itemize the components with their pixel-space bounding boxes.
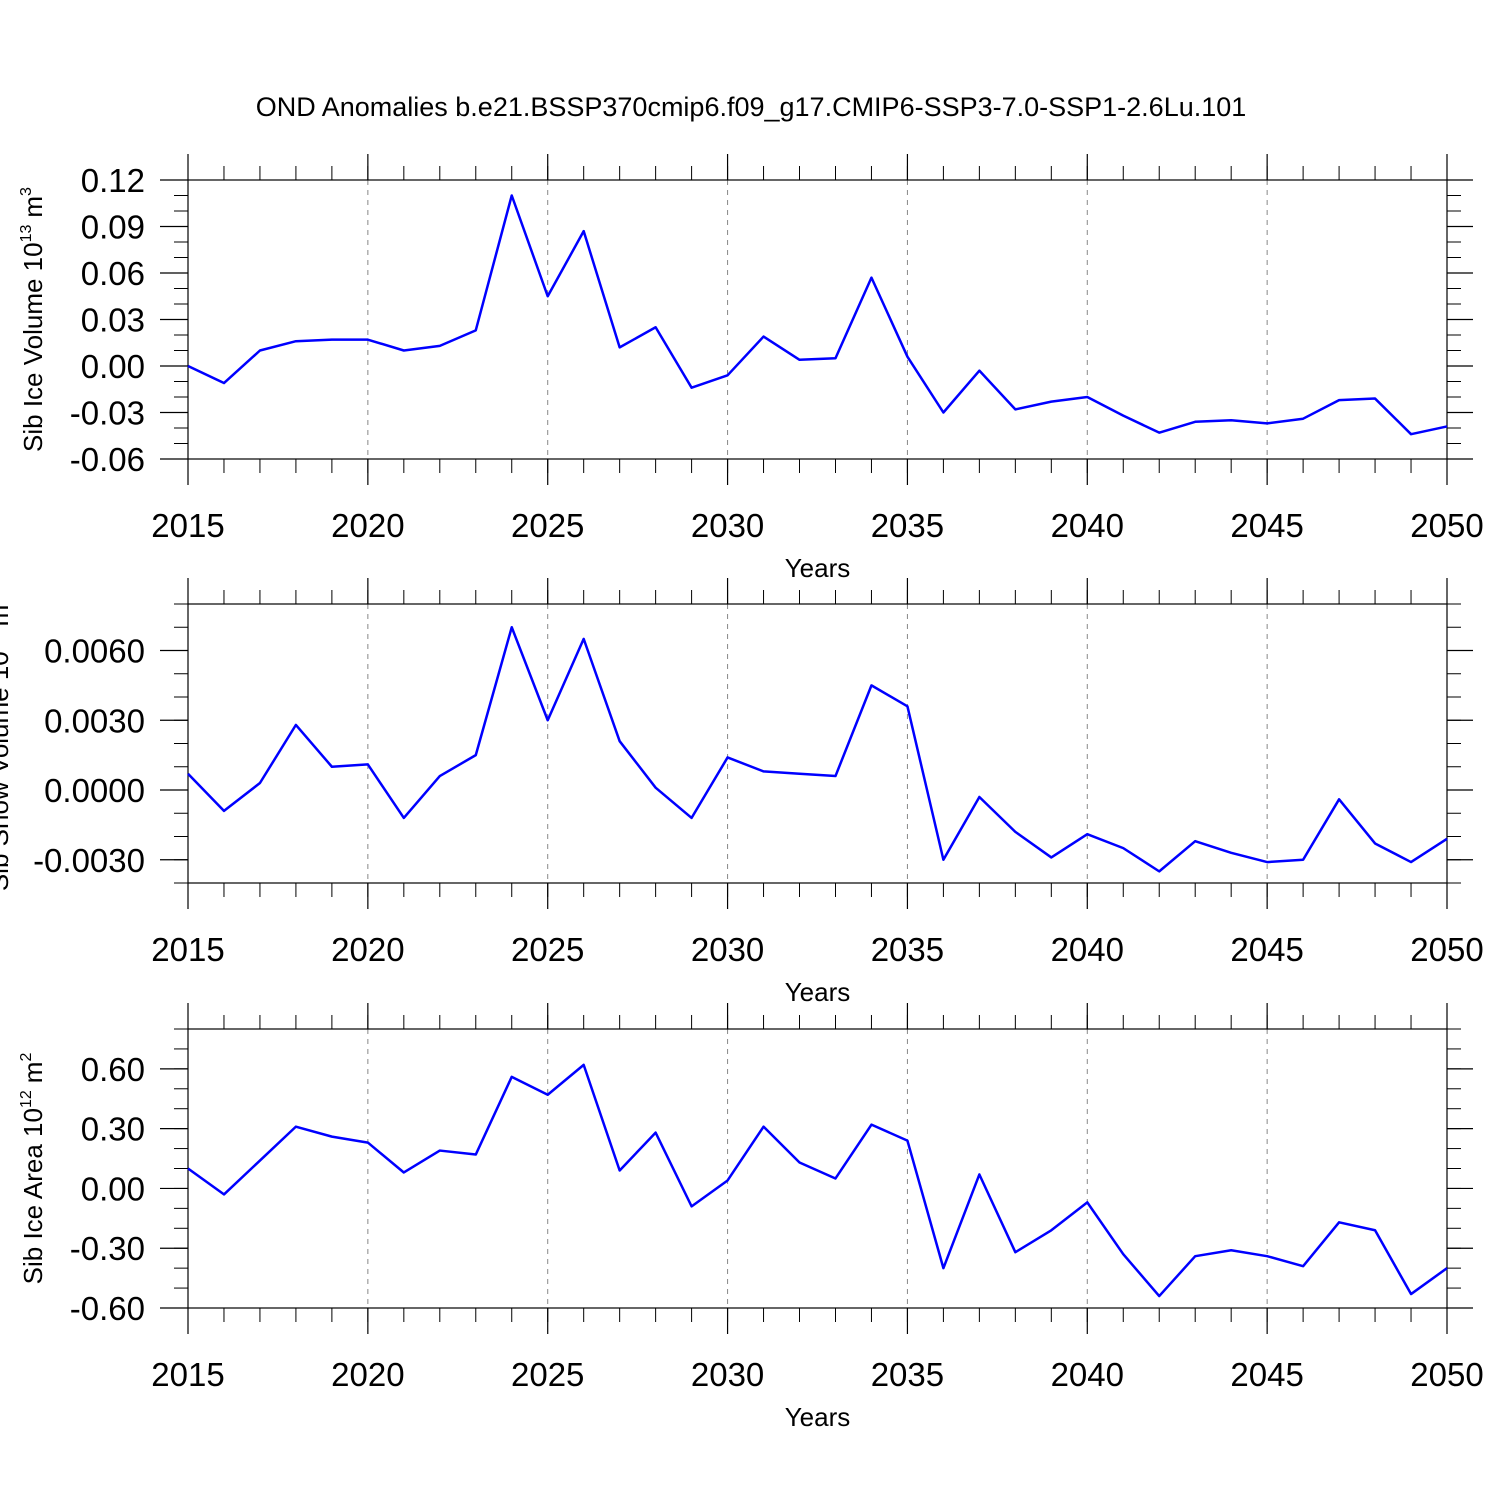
data-line [187,1063,1448,1298]
y-tick-label: 0.30 [81,1111,145,1148]
y-tick-label: 0.06 [81,255,145,292]
y-label-unit: m [0,605,14,627]
y-tick-label: -0.60 [70,1290,145,1327]
plot-frame [187,179,1448,460]
x-tick-label: 2035 [871,931,944,968]
x-tick-label: 2015 [151,931,224,968]
x-axis-label: Years [785,1402,851,1432]
x-tick-label: 2040 [1051,931,1124,968]
y-tick-label: 0.0030 [44,702,145,739]
y-label-unit: m [18,196,48,218]
data-line [187,626,1448,873]
x-tick-label: 2040 [1051,507,1124,544]
y-label-unit: m [18,1062,48,1084]
y-tick-label: 0.12 [81,162,145,199]
x-tick-label: 2015 [151,507,224,544]
y-label-power: 13 [0,633,1,651]
x-tick-label: 2020 [331,507,404,544]
y-tick-label: -0.0030 [33,842,145,879]
y-label-power: 13 [18,225,35,243]
y-label-unit-power: 3 [0,596,1,605]
x-tick-label: 2030 [691,931,764,968]
x-tick-label: 2045 [1230,931,1303,968]
y-tick-label: 0.09 [81,209,145,246]
y-tick-label: 0.60 [81,1051,145,1088]
y-axis-label: Sib Ice Area 1012 m2 [18,1053,48,1285]
y-tick-label: 0.00 [81,1170,145,1207]
y-label-power: 12 [18,1090,35,1108]
data-line [187,194,1448,436]
chart-title: OND Anomalies b.e21.BSSP370cmip6.f09_g17… [256,92,1247,122]
y-tick-label: -0.06 [70,441,145,478]
y-tick-label: 0.0060 [44,633,145,670]
y-tick-label: -0.30 [70,1230,145,1267]
x-axis-label: Years [785,553,851,583]
x-tick-label: 2015 [151,1356,224,1393]
x-tick-label: 2020 [331,1356,404,1393]
y-axis-label: Sib Ice Volume 1013 m3 [18,187,48,452]
y-tick-label: -0.03 [70,395,145,432]
x-tick-label: 2025 [511,931,584,968]
x-tick-label: 2030 [691,507,764,544]
y-tick-label: 0.03 [81,302,145,339]
x-tick-label: 2050 [1410,931,1483,968]
y-label-text: Sib Ice Volume 10 [18,242,48,452]
x-tick-label: 2045 [1230,1356,1303,1393]
plot-frame [187,1028,1448,1309]
y-label-unit-power: 3 [18,187,35,196]
x-tick-label: 2025 [511,1356,584,1393]
y-tick-label: 0.0000 [44,772,145,809]
plot-frame [187,603,1448,884]
x-tick-label: 2035 [871,507,944,544]
x-tick-label: 2030 [691,1356,764,1393]
y-label-text: Sib Snow Volume 10 [0,651,14,891]
x-tick-label: 2035 [871,1356,944,1393]
x-tick-label: 2020 [331,931,404,968]
x-tick-label: 2040 [1051,1356,1124,1393]
x-tick-label: 2025 [511,507,584,544]
y-label-unit-power: 2 [18,1053,35,1062]
y-axis-label: Sib Snow Volume 1013 m3 [0,596,14,891]
x-tick-label: 2050 [1410,1356,1483,1393]
y-tick-label: 0.00 [81,348,145,385]
x-axis-label: Years [785,977,851,1007]
x-tick-label: 2045 [1230,507,1303,544]
x-tick-label: 2050 [1410,507,1483,544]
y-label-text: Sib Ice Area 10 [18,1108,48,1284]
